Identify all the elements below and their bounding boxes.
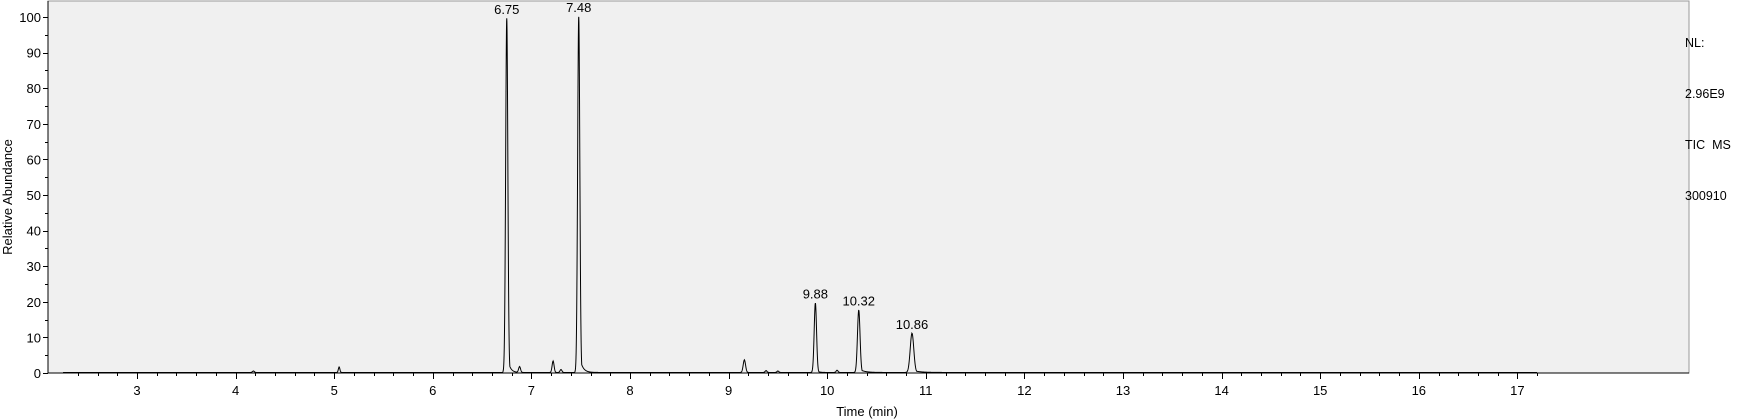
x-tick-label: 5: [331, 383, 338, 398]
y-tick-label: 10: [27, 330, 41, 345]
scan-info-panel: NL: 2.96E9 TIC MS 300910: [1685, 1, 1731, 222]
peak-rt-label: 6.75: [494, 2, 519, 17]
y-tick-label: 40: [27, 224, 41, 239]
x-tick-label: 14: [1214, 383, 1228, 398]
x-tick-label: 11: [919, 383, 933, 398]
x-tick-label: 9: [725, 383, 732, 398]
x-tick-label: 3: [133, 383, 140, 398]
peak-rt-label: 7.48: [566, 0, 591, 15]
x-tick-label: 17: [1510, 383, 1524, 398]
y-tick-label: 30: [27, 259, 41, 274]
y-tick-label: 0: [34, 366, 41, 381]
x-tick-label: 10: [820, 383, 834, 398]
x-tick-label: 13: [1116, 383, 1130, 398]
sample-id: 300910: [1685, 189, 1727, 203]
x-tick-label: 6: [429, 383, 436, 398]
y-tick-label: 20: [27, 295, 41, 310]
x-tick-label: 7: [528, 383, 535, 398]
peak-labels: 6.75 7.48 9.88 10.32 10.86: [494, 0, 928, 332]
nl-value: 2.96E9: [1685, 87, 1725, 101]
peak-rt-label: 9.88: [803, 287, 828, 302]
peak-rt-label: 10.32: [842, 294, 875, 309]
nl-label: NL:: [1685, 36, 1705, 50]
peak-rt-label: 10.86: [896, 317, 929, 332]
y-tick-label: 60: [27, 152, 41, 167]
x-tick-label: 4: [232, 383, 239, 398]
x-axis: 3 4 5 6 7 8 9 10 11 12 13 14 15 16 17: [48, 372, 1689, 398]
x-tick-label: 15: [1313, 383, 1327, 398]
y-axis: 0 10 20 30 40 50 60 70 80 90 100: [19, 1, 49, 381]
tic-trace-line: [63, 16, 1538, 373]
x-tick-label: 8: [626, 383, 633, 398]
y-tick-label: 80: [27, 81, 41, 96]
plot-area-background: [47, 0, 1690, 374]
x-axis-title: Time (min): [836, 404, 898, 419]
x-tick-label: 12: [1017, 383, 1031, 398]
y-tick-label: 100: [19, 10, 41, 25]
x-tick-label: 16: [1412, 383, 1426, 398]
y-tick-label: 50: [27, 188, 41, 203]
y-tick-label: 70: [27, 117, 41, 132]
y-tick-label: 90: [27, 46, 41, 61]
scan-filter: TIC MS: [1685, 138, 1731, 152]
y-axis-title: Relative Abundance: [0, 139, 15, 255]
